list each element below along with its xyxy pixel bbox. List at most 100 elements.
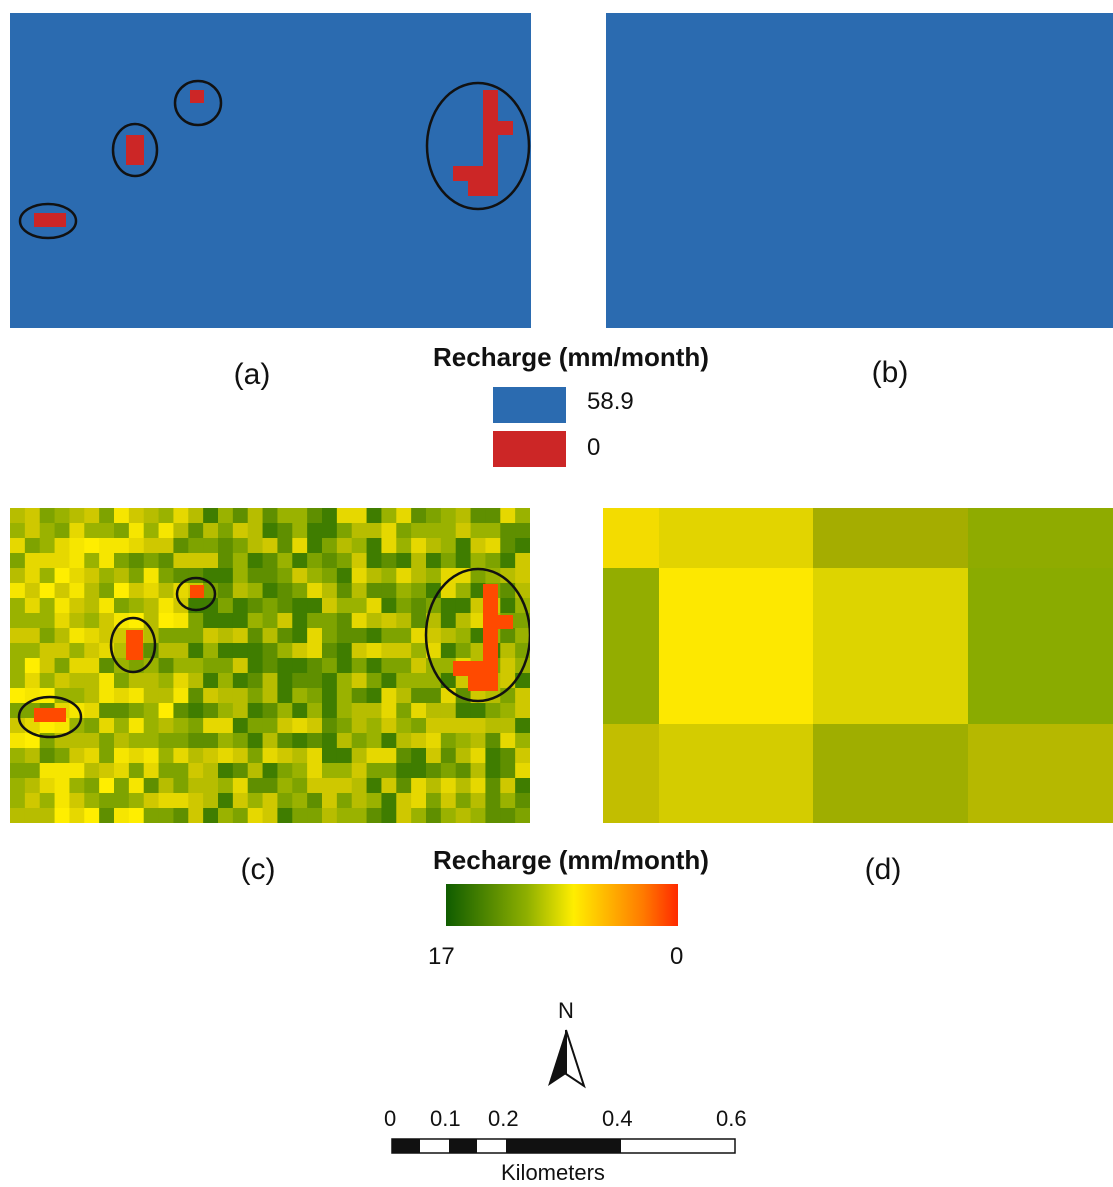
raster-cell [426, 553, 442, 569]
raster-cell [188, 643, 204, 659]
raster-cell [292, 628, 308, 644]
raster-cell [470, 508, 486, 524]
raster-cell [351, 523, 368, 539]
raster-cell [10, 808, 26, 823]
legend-label-zero: 0 [587, 434, 601, 461]
raster-cell [277, 748, 293, 764]
raster-cell [173, 628, 189, 644]
legend-swatch-zero [493, 431, 566, 467]
zero-recharge-cell [34, 708, 66, 722]
raster-cell [411, 538, 427, 554]
raster-cell [158, 718, 174, 734]
highlight-ellipse [109, 616, 157, 674]
raster-cell [10, 643, 26, 659]
raster-cell [426, 763, 442, 779]
raster-cell [470, 778, 486, 794]
raster-cell [128, 778, 145, 794]
raster-cell [218, 538, 234, 554]
raster-cell [143, 733, 160, 749]
raster-cell [381, 643, 397, 659]
raster-cell [173, 718, 189, 734]
raster-cell [188, 553, 204, 569]
raster-cell [247, 808, 264, 823]
raster-cell [292, 658, 308, 674]
raster-cell [128, 553, 145, 569]
raster-cell [39, 808, 56, 823]
raster-cell [39, 523, 56, 539]
raster-cell [262, 523, 278, 539]
zero-recharge-cell [34, 213, 66, 227]
raster-cell [500, 778, 516, 794]
raster-cell [277, 793, 293, 809]
raster-cell [500, 553, 516, 569]
raster-cell [396, 658, 412, 674]
raster-cell [396, 808, 412, 823]
raster-cell [411, 568, 427, 584]
scale-bar-segments [391, 1138, 736, 1154]
raster-cell [411, 583, 427, 599]
raster-cell [39, 598, 56, 614]
raster-cell [500, 673, 516, 689]
raster-cell [24, 778, 41, 794]
raster-cell [84, 793, 100, 809]
raster-cell [351, 643, 368, 659]
raster-cell [470, 568, 486, 584]
raster-cell [84, 703, 100, 719]
raster-cell [322, 793, 338, 809]
raster-cell [69, 748, 85, 764]
raster-cell [262, 598, 278, 614]
raster-cell [114, 808, 130, 823]
raster-cell [54, 793, 70, 809]
raster-cell [218, 778, 234, 794]
raster-cell [203, 793, 219, 809]
raster-cell [366, 688, 382, 704]
raster-cell [232, 778, 249, 794]
raster-cell [351, 508, 368, 524]
raster-cell [114, 673, 130, 689]
scale-tick-0-6: 0.6 [716, 1106, 747, 1131]
raster-cell [173, 553, 189, 569]
raster-cell [114, 688, 130, 704]
raster-cell [143, 523, 160, 539]
raster-cell [470, 793, 486, 809]
raster-cell [396, 778, 412, 794]
raster-cell [173, 658, 189, 674]
raster-cell [54, 778, 70, 794]
raster-cell [84, 523, 100, 539]
raster-cell [203, 628, 219, 644]
raster-cell [307, 793, 323, 809]
raster-cell [84, 598, 100, 614]
raster-cell [114, 553, 130, 569]
raster-cell [218, 748, 234, 764]
raster-cell [500, 733, 516, 749]
raster-cell [188, 568, 204, 584]
raster-cell [247, 718, 264, 734]
raster-cell [455, 718, 472, 734]
raster-cell [366, 628, 382, 644]
raster-cell [411, 553, 427, 569]
raster-cell [366, 793, 382, 809]
raster-cell [143, 553, 160, 569]
raster-cell [10, 748, 26, 764]
raster-cell [54, 613, 70, 629]
raster-cell [232, 808, 249, 823]
raster-cell [455, 808, 472, 823]
highlight-ellipse [425, 81, 531, 211]
raster-cell [10, 763, 26, 779]
raster-cell [203, 553, 219, 569]
raster-cell [500, 808, 516, 823]
raster-cell [411, 628, 427, 644]
raster-cell [262, 583, 278, 599]
raster-cell [218, 658, 234, 674]
raster-cell [485, 733, 501, 749]
raster-cell [470, 763, 486, 779]
raster-cell [143, 658, 160, 674]
raster-cell [307, 778, 323, 794]
raster-cell [218, 703, 234, 719]
raster-cell [351, 538, 368, 554]
raster-cell [69, 628, 85, 644]
raster-cell [351, 703, 368, 719]
raster-cell [188, 808, 204, 823]
raster-cell [232, 718, 249, 734]
raster-cell [262, 613, 278, 629]
